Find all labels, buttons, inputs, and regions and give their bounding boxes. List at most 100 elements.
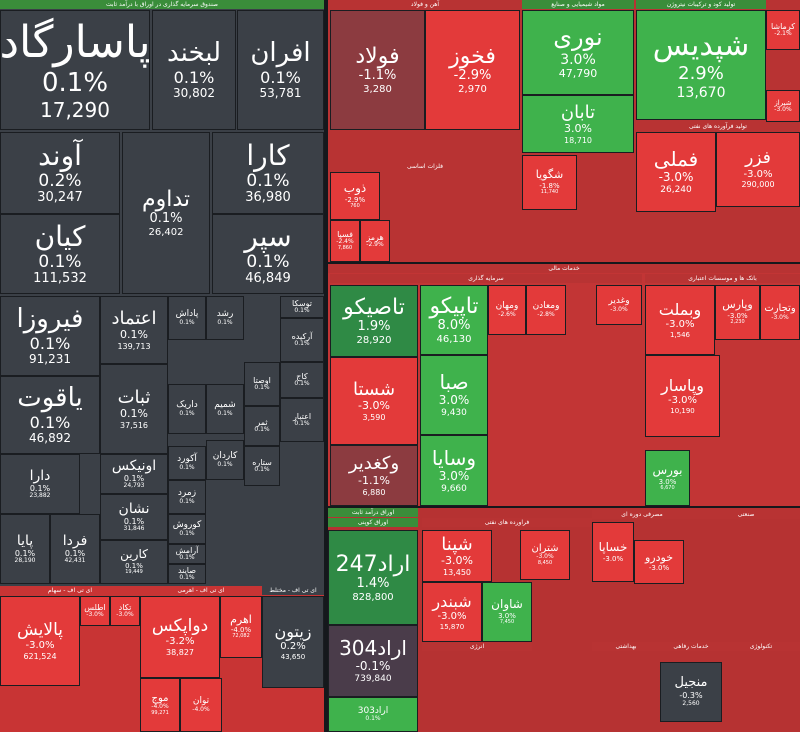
tile-value: 739,840 [354, 674, 392, 685]
tile: فردا 0.1% 42,431 [50, 514, 100, 584]
tile-change: 8.0% [437, 318, 471, 334]
tile-change: 0.1% [125, 562, 143, 570]
tile: بورس 3.0% 6,670 [645, 450, 690, 506]
tile-name: شمیم [214, 400, 236, 411]
tile: اطلس -3.0% [80, 596, 110, 626]
section-header: تکنولوژی [722, 642, 800, 651]
tile-change: 0.1% [38, 251, 82, 272]
tile-name: آکورد [177, 454, 197, 465]
tile: فولاد -1.1% 3,280 [330, 10, 425, 130]
tile-value: 621,524 [23, 651, 57, 661]
tile-change: -2.4% [336, 238, 354, 246]
tile-change: -3.0% [610, 305, 628, 313]
tile: تابان 3.0% 18,710 [522, 95, 634, 153]
tile-name: وبملت [658, 300, 702, 320]
tile-change: 0.2% [280, 641, 306, 653]
tile-change: -3.0% [774, 105, 792, 113]
tile-value: 8,450 [537, 560, 553, 567]
tile-change: -2.8% [537, 310, 555, 318]
tile: دواپکس -3.2% 38,827 [140, 596, 220, 678]
tile-value: 38,827 [166, 647, 194, 657]
tile-name: آرامش [175, 545, 199, 555]
section-header: اوراق کوپنی [328, 518, 418, 527]
tile: خساپا -3.0% [592, 522, 634, 582]
tile: صبا 3.0% 9,430 [420, 355, 488, 435]
tile-name: ثمر [256, 417, 268, 427]
tile-name: وتجارت [764, 303, 796, 315]
tile-change: 0.1% [123, 474, 145, 483]
tile: منجیل -0.3% 2,560 [660, 662, 722, 722]
tile: لبخند 0.1% 30,802 [152, 10, 236, 130]
tile-name: شاوان [491, 597, 523, 612]
tile-name: پایا [16, 532, 34, 549]
tile: ومهان -2.6% [488, 285, 526, 335]
tile: شپدیس 2.9% 13,670 [636, 10, 766, 120]
tile: ثبات 0.1% 37,516 [100, 364, 168, 454]
tile: آرامش 0.1% [168, 544, 206, 564]
tile-name: کوروش [172, 520, 202, 531]
tile-value: 13,450 [443, 568, 471, 578]
tile-change: 0.1% [294, 380, 310, 388]
tile-name: توان [192, 696, 210, 707]
tile-change: 2.9% [678, 62, 724, 84]
tile-change: 0.1% [179, 497, 195, 505]
tile-name: وکغدیر [348, 453, 400, 475]
tile-change: 0.2% [38, 170, 82, 191]
tile-value: 2,560 [682, 699, 700, 707]
tile-value: 2,970 [458, 84, 487, 96]
tile: فسپا -2.4% 7,860 [330, 220, 360, 262]
tile: پایا 0.1% 28,190 [0, 514, 50, 584]
tile-name: فسپا [337, 230, 353, 240]
tile-change: 0.1% [179, 554, 195, 562]
tile: وکغدیر -1.1% 6,880 [330, 445, 418, 506]
tile: وپارس -3.0% 2,230 [715, 285, 760, 340]
tile-change: 0.1% [260, 67, 301, 87]
tile-change: -3.0% [86, 611, 104, 619]
tile-change: -3.0% [441, 554, 473, 568]
tile-value: 30,802 [173, 86, 215, 101]
tile: وغدیر -3.0% [596, 285, 642, 325]
tile: ذوب -2.9% 760 [330, 172, 380, 220]
tile-name: سپر [244, 219, 292, 253]
tile: دارا 0.1% 23,882 [0, 454, 80, 514]
tile: کارین 0.1% 19,449 [100, 540, 168, 584]
tile-change: -1.1% [358, 68, 397, 84]
tile: کاردان 0.1% [206, 440, 244, 480]
tile: موج -4.0% 99,271 [140, 678, 180, 732]
tile-change: 0.1% [365, 715, 381, 723]
section-header: صندوق سرمایه گذاری در اوراق با درآمد ثاب… [0, 0, 324, 9]
tile: شبندر -3.0% 15,870 [422, 582, 482, 642]
tile-name: لبخند [166, 37, 222, 68]
tile-change: 0.1% [149, 211, 183, 227]
tile-name: زیتون [274, 622, 312, 642]
tile: تداوم 0.1% 26,402 [122, 132, 210, 294]
tile-value: 6,670 [660, 485, 675, 492]
tile-name: خساپا [598, 540, 628, 555]
tile: خودرو -3.0% [634, 540, 684, 584]
tile-value: 3,280 [363, 84, 392, 96]
tile: اراد304 -0.1% 739,840 [328, 625, 418, 697]
tile-change: -2.1% [774, 30, 792, 38]
section-header: ای تی اف - مختلط [262, 586, 324, 595]
tile-change: 0.1% [120, 407, 148, 421]
tile: وسایا 3.0% 9,660 [420, 435, 488, 506]
tile-change: 0.1% [29, 484, 51, 493]
tile-value: 7,860 [337, 245, 353, 252]
tile-value: 18,710 [564, 136, 592, 146]
tile-name: فزر [745, 148, 771, 169]
tile-change: 1.9% [357, 319, 391, 335]
tile-name: پاسارگاد [0, 17, 150, 69]
tile-change: -4.0% [230, 626, 252, 635]
tile-value: 46,130 [436, 334, 472, 346]
tile: اراد303 0.1% [328, 697, 418, 732]
tile-name: ثبات [117, 386, 151, 408]
tile-change: -3.0% [358, 399, 390, 413]
tile-name: وپارس [722, 298, 753, 312]
tile-change: -4.0% [151, 703, 169, 711]
tile-value: 111,532 [33, 271, 87, 287]
tile-name: دارا [29, 467, 51, 484]
tile-value: 9,430 [441, 408, 467, 419]
tile: توسکا 0.1% [280, 296, 324, 318]
section-header: فراورده های نفتی [422, 518, 592, 527]
